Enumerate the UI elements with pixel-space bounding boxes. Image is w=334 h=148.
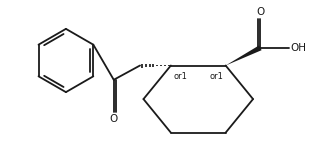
Polygon shape — [226, 45, 262, 66]
Text: OH: OH — [290, 43, 306, 53]
Text: O: O — [256, 7, 265, 17]
Text: O: O — [110, 114, 118, 124]
Text: or1: or1 — [173, 73, 187, 81]
Text: or1: or1 — [209, 73, 223, 81]
